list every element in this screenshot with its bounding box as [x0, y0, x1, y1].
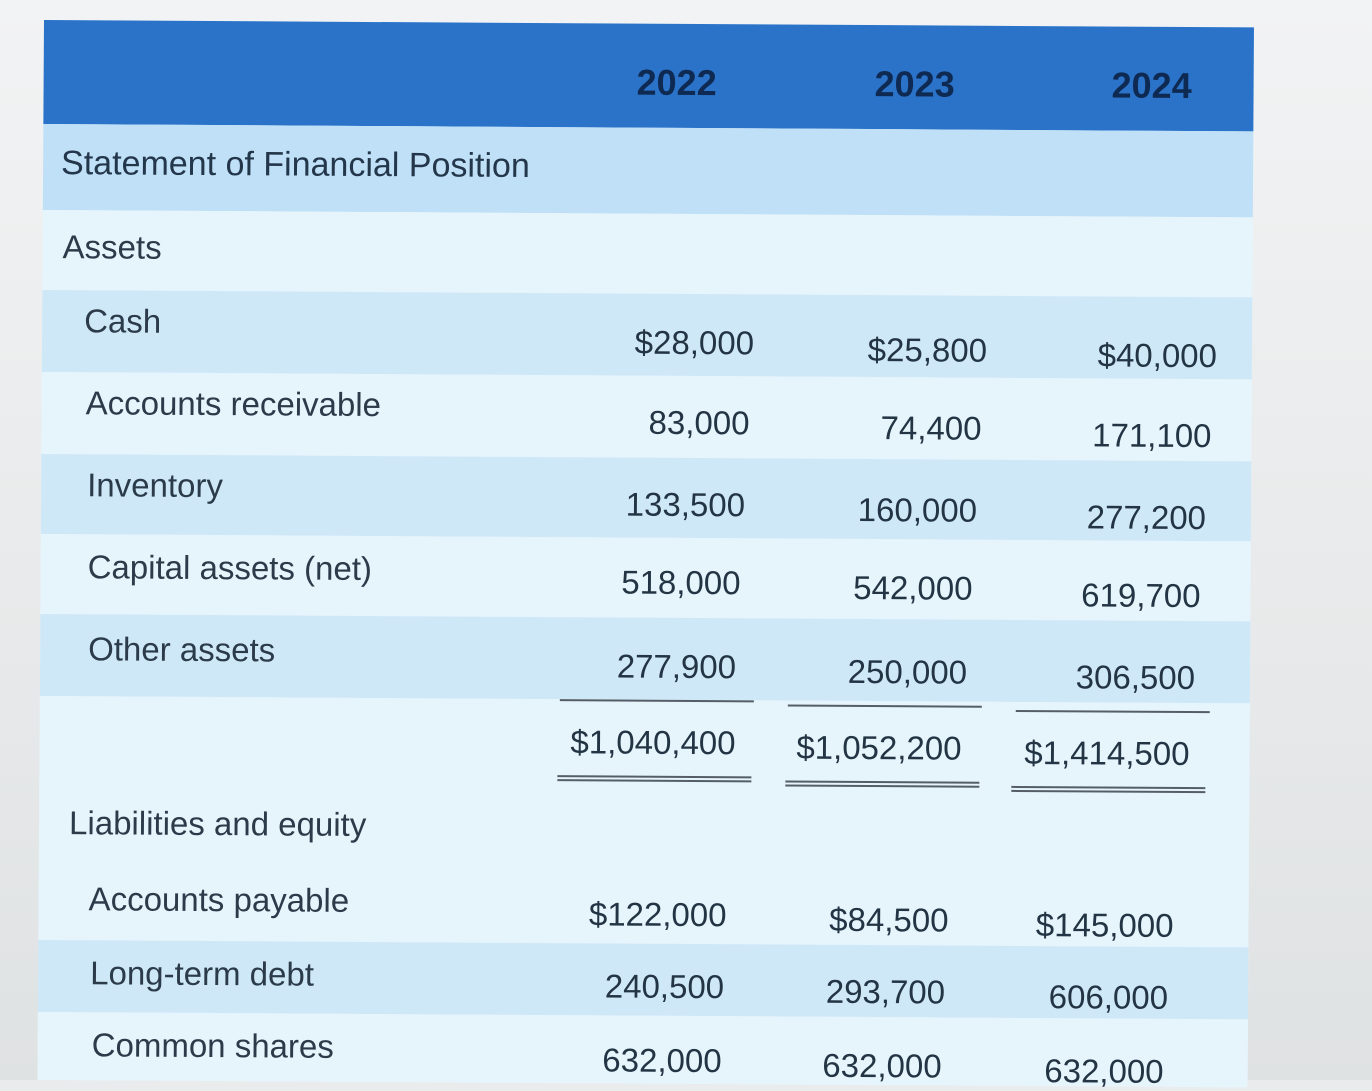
cell-2024: 171,100	[1092, 416, 1212, 455]
cell-2024: $40,000	[1097, 336, 1218, 375]
single-rule	[787, 704, 982, 708]
cell-2022: 240,500	[604, 967, 725, 1006]
cell-2024: 632,000	[1044, 1052, 1164, 1090]
cell-2023: 160,000	[857, 490, 978, 529]
cell-2024: 306,500	[1075, 658, 1196, 697]
title-row: Statement of Financial Position	[42, 123, 1254, 218]
financial-statement-table: 2022 2023 2024 Statement of Financial Po…	[37, 20, 1254, 1090]
cell-2024: 277,200	[1086, 498, 1207, 537]
single-rule	[1015, 709, 1210, 714]
cell-2022: $122,000	[588, 895, 727, 934]
row-label: Capital assets (net)	[87, 548, 373, 588]
double-rule	[785, 780, 980, 788]
total-2022: $1,040,400	[570, 723, 736, 762]
row-label: Accounts receivable	[85, 384, 382, 424]
assets-section-label: Assets	[62, 228, 162, 266]
total-assets-row: $1,040,400 $1,052,200 $1,414,500	[39, 695, 1250, 804]
cell-2022: $28,000	[634, 323, 755, 362]
cell-2022: 277,900	[616, 647, 737, 686]
single-rule	[559, 699, 754, 703]
cell-2023: 250,000	[847, 652, 968, 691]
statement-title: Statement of Financial Position	[61, 144, 530, 185]
cell-2023: $84,500	[829, 900, 949, 939]
year-header-2024: 2024	[1111, 64, 1192, 107]
assets-section-row: Assets	[42, 209, 1253, 298]
double-rule	[1011, 785, 1206, 794]
cell-2022: 632,000	[602, 1041, 722, 1080]
cell-2022: 133,500	[625, 485, 746, 524]
row-label: Common shares	[91, 1026, 334, 1065]
table-row: Cash $28,000 $25,800 $40,000	[41, 289, 1253, 380]
row-label: Inventory	[87, 466, 224, 505]
total-2023: $1,052,200	[796, 728, 962, 767]
year-header-2022: 2022	[636, 61, 717, 104]
liabilities-section-label: Liabilities and equity	[68, 804, 367, 843]
row-label: Accounts payable	[88, 880, 350, 919]
table-row: Common shares 632,000 632,000 632,000	[37, 1011, 1248, 1090]
cell-2022: 518,000	[621, 563, 741, 602]
total-2024: $1,414,500	[1024, 734, 1190, 773]
liabilities-section-row: Liabilities and equity	[38, 795, 1250, 872]
year-header-2023: 2023	[874, 63, 955, 105]
table-row: Accounts payable $122,000 $84,500 $145,0…	[38, 863, 1249, 948]
cell-2024: 606,000	[1048, 978, 1169, 1016]
cell-2023: $25,800	[867, 331, 988, 369]
cell-2024: 619,700	[1081, 576, 1201, 615]
cell-2024: $145,000	[1035, 906, 1174, 944]
table-row: Accounts receivable 83,000 74,400 171,10…	[41, 371, 1252, 462]
table-row: Other assets 277,900 250,000 306,500	[39, 613, 1251, 704]
double-rule	[557, 775, 752, 783]
row-label: Other assets	[88, 630, 276, 669]
cell-2023: 293,700	[825, 972, 946, 1011]
table-row: Capital assets (net) 518,000 542,000 619…	[40, 533, 1251, 622]
row-label: Cash	[84, 302, 162, 340]
cell-2023: 74,400	[880, 409, 982, 447]
table-header: 2022 2023 2024	[43, 20, 1254, 132]
row-label: Long-term debt	[90, 954, 315, 993]
cell-2022: 83,000	[648, 403, 750, 442]
table-row: Inventory 133,500 160,000 277,200	[40, 453, 1252, 542]
table-row: Long-term debt 240,500 293,700 606,000	[37, 939, 1249, 1020]
cell-2023: 542,000	[853, 568, 973, 607]
